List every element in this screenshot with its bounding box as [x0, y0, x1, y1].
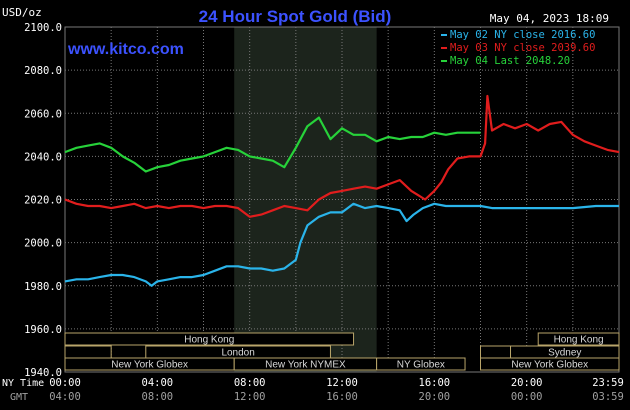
session-box-r2-3 [480, 357, 620, 371]
session-label-r1-1: London [221, 348, 254, 359]
x-tick-label-gmt-5: 00:00 [511, 391, 543, 403]
session-label-r2-0: New York Globex [111, 360, 188, 371]
unit-label: USD/oz [2, 6, 42, 19]
y-tick-label-0: 2100.0 [24, 22, 62, 34]
session-box-r0-0 [64, 332, 355, 346]
x-tick-label-ny-5: 20:00 [511, 377, 543, 389]
x-tick-label-ny-6: 23:59 [592, 377, 624, 389]
ny-time-row-label: NY Time [2, 378, 44, 389]
x-tick-label-ny-0: 00:00 [49, 377, 81, 389]
session-label-r0-0: Hong Kong [184, 335, 234, 346]
x-tick-label-ny-4: 16:00 [419, 377, 451, 389]
series-line-0 [64, 202, 619, 287]
legend-swatch-may03 [441, 47, 447, 49]
y-tick-label-4: 2020.0 [24, 195, 62, 207]
website-label: www.kitco.com [67, 41, 184, 58]
x-tick-label-gmt-0: 04:00 [49, 391, 81, 403]
session-box-r1-0 [64, 345, 112, 359]
x-tick-label-gmt-6: 03:59 [592, 391, 624, 403]
session-box-r2-2 [376, 357, 466, 371]
legend-entry-may03: May 03 NY close 2039.60 [450, 42, 595, 54]
y-tick-label-2: 2060.0 [24, 108, 62, 120]
series-layer [64, 94, 620, 287]
y-tick-label-6: 1980.0 [24, 281, 62, 293]
y-tick-label-5: 2000.0 [24, 238, 62, 250]
x-tick-label-ny-3: 12:00 [326, 377, 358, 389]
x-tick-label-gmt-3: 16:00 [326, 391, 358, 403]
session-label-r2-3: New York Globex [511, 360, 588, 371]
legend-swatch-may02 [441, 34, 447, 36]
x-tick-label-gmt-4: 20:00 [419, 391, 451, 403]
legend-entry-may04: May 04 Last 2048.20 [450, 55, 570, 67]
y-tick-label-1: 2080.0 [24, 65, 62, 77]
y-tick-label-3: 2040.0 [24, 151, 62, 163]
x-tick-label-gmt-1: 08:00 [142, 391, 174, 403]
series-line-1 [64, 94, 620, 218]
legend: May 02 NY close 2016.60 May 03 NY close … [441, 29, 595, 67]
session-label-r2-1: New York NYMEX [265, 360, 346, 371]
x-tick-label-ny-2: 08:00 [234, 377, 266, 389]
x-tick-label-ny-1: 04:00 [142, 377, 174, 389]
session-label-r2-2: NY Globex [397, 360, 445, 371]
session-label-r1-3: Sydney [548, 348, 581, 359]
series-line-2 [64, 116, 481, 173]
y-tick-label-8: 1940.0 [24, 367, 62, 379]
y-tick-label-7: 1960.0 [24, 324, 62, 336]
x-tick-label-gmt-2: 12:00 [234, 391, 266, 403]
chart-title: 24 Hour Spot Gold (Bid) [199, 7, 392, 26]
session-box-r1-2 [480, 345, 512, 359]
session-box-r0-1 [537, 332, 620, 346]
axis-labels-layer: 2100.0 2080.0 2060.0 2040.0 2020.0 2000.0 1980… [2, 22, 624, 403]
gmt-row-label: GMT [10, 392, 28, 403]
legend-swatch-may04 [441, 60, 447, 62]
legend-entry-may02: May 02 NY close 2016.60 [450, 29, 595, 41]
session-label-r0-1: Hong Kong [554, 335, 604, 346]
date-time: May 04, 2023 18:09 [490, 12, 609, 25]
